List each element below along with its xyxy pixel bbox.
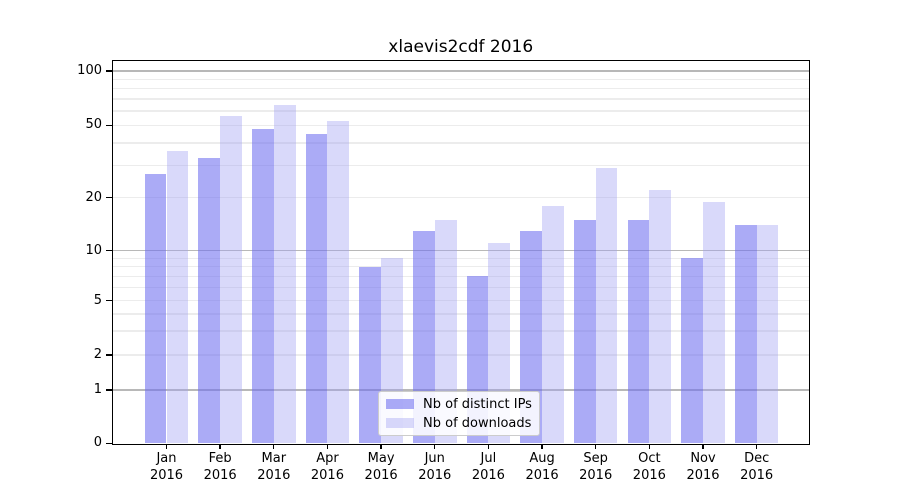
minor-gridline-7 — [111, 275, 810, 278]
minor-gridline-20 — [111, 197, 810, 199]
minor-gridline-50 — [111, 124, 810, 126]
bar-mar-distinct-ips — [252, 128, 274, 444]
y-tick-label-1: 1 — [93, 382, 102, 397]
x-tick-mark-oct — [648, 444, 651, 450]
legend-row-distinct-ips: Nb of distinct IPs — [386, 396, 532, 412]
legend-label-distinct-ips: Nb of distinct IPs — [423, 396, 532, 412]
y-tick-label-2: 2 — [93, 347, 102, 362]
y-tick-mark-10 — [106, 250, 112, 252]
minor-gridline-2 — [111, 354, 810, 356]
legend-swatch-distinct-ips — [386, 399, 414, 409]
y-tick-mark-2 — [106, 354, 112, 356]
x-tick-mark-sep — [595, 444, 597, 450]
bar-mar-downloads — [273, 104, 296, 444]
bar-apr-distinct-ips — [305, 133, 328, 444]
x-tick-mark-jan — [165, 444, 168, 450]
minor-gridline-30 — [111, 165, 810, 167]
legend-row-downloads: Nb of downloads — [386, 416, 531, 431]
x-tick-mark-nov — [702, 444, 704, 450]
major-gridline-1 — [111, 389, 810, 391]
minor-gridline-80 — [111, 87, 810, 90]
bar-dec-distinct-ips — [734, 225, 757, 444]
legend: Nb of distinct IPs Nb of downloads — [378, 391, 540, 436]
y-tick-mark-1 — [106, 389, 112, 391]
minor-gridline-90 — [111, 78, 810, 80]
minor-gridline-4 — [111, 313, 810, 315]
x-tick-mark-may — [380, 444, 382, 450]
y-tick-label-0: 0 — [93, 435, 102, 451]
y-tick-label-50: 50 — [85, 117, 102, 133]
bar-jan-distinct-ips — [144, 173, 167, 444]
bar-jan-downloads — [166, 151, 189, 444]
y-tick-mark-100 — [106, 70, 112, 72]
legend-label-downloads: Nb of downloads — [423, 415, 532, 431]
major-gridline-100 — [111, 70, 810, 72]
y-tick-mark-50 — [106, 124, 112, 126]
minor-gridline-40 — [111, 142, 810, 144]
x-tick-label-jan: Jan 2016 — [149, 451, 184, 483]
x-tick-mark-jun — [434, 444, 436, 450]
minor-gridline-70 — [111, 98, 810, 100]
bar-aug-distinct-ips — [520, 230, 543, 444]
x-tick-label-jun: Jun 2016 — [418, 451, 452, 483]
y-tick-label-10: 10 — [85, 242, 102, 258]
bar-oct-downloads — [649, 190, 672, 444]
minor-gridline-6 — [111, 286, 810, 289]
x-tick-label-nov: Nov 2016 — [686, 451, 720, 483]
minor-gridline-8 — [111, 266, 810, 268]
minor-gridline-9 — [111, 257, 810, 259]
bar-sep-distinct-ips — [573, 219, 596, 444]
y-tick-mark-20 — [106, 197, 112, 199]
bar-dec-downloads — [756, 225, 779, 444]
x-tick-mark-feb — [219, 444, 221, 450]
bar-may-distinct-ips — [359, 266, 382, 444]
x-tick-mark-mar — [273, 444, 275, 450]
x-tick-label-aug: Aug 2016 — [525, 451, 559, 483]
y-tick-label-5: 5 — [93, 292, 102, 308]
x-tick-label-may: May 2016 — [364, 451, 398, 483]
x-tick-label-mar: Mar 2016 — [257, 451, 291, 483]
bar-sep-downloads — [595, 168, 618, 444]
x-tick-label-apr: Apr 2016 — [310, 451, 344, 483]
minor-gridline-60 — [111, 110, 810, 112]
bar-aug-downloads — [542, 205, 564, 444]
x-tick-mark-aug — [541, 444, 543, 450]
bar-nov-downloads — [703, 201, 725, 444]
legend-swatch-downloads — [386, 418, 414, 428]
bar-feb-downloads — [220, 116, 242, 444]
y-tick-label-100: 100 — [77, 63, 102, 78]
x-tick-label-sep: Sep 2016 — [579, 451, 613, 483]
x-tick-mark-apr — [326, 444, 329, 450]
bar-apr-downloads — [327, 120, 350, 444]
x-tick-mark-dec — [755, 444, 758, 450]
minor-gridline-3 — [111, 330, 810, 332]
chart-title: xlaevis2cdf 2016 — [388, 37, 534, 57]
y-tick-label-20: 20 — [85, 189, 102, 205]
major-gridline-10 — [111, 250, 810, 252]
bar-jun-distinct-ips — [412, 230, 435, 444]
x-tick-label-feb: Feb 2016 — [203, 451, 237, 483]
bar-feb-distinct-ips — [198, 158, 221, 444]
minor-gridline-5 — [111, 300, 810, 302]
y-tick-mark-5 — [106, 300, 112, 302]
y-tick-mark-0 — [106, 442, 112, 444]
x-tick-label-oct: Oct 2016 — [632, 451, 666, 483]
x-tick-label-dec: Dec 2016 — [740, 451, 774, 483]
bar-nov-distinct-ips — [681, 258, 703, 444]
x-tick-mark-jul — [487, 444, 490, 450]
bar-oct-distinct-ips — [627, 219, 650, 444]
x-tick-label-jul: Jul 2016 — [471, 451, 505, 483]
bar-jun-downloads — [434, 219, 457, 444]
